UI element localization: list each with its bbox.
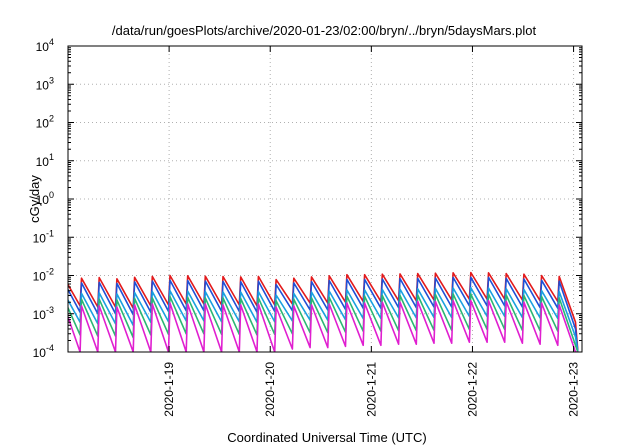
x-tick-labels: 2020-1-19 2020-1-20 2020-1-21 2020-1-22 2020… <box>162 362 580 417</box>
y-tick-label: 101 <box>36 152 54 169</box>
y-tick-label: 10-1 <box>33 228 54 245</box>
x-axis-title: Coordinated Universal Time (UTC) <box>227 430 426 445</box>
y-tick-label: 100 <box>36 190 54 207</box>
ticks <box>68 45 582 353</box>
series-layer <box>68 271 579 352</box>
y-tick-label: 10-4 <box>33 343 54 360</box>
x-tick-label: 2020-1-21 <box>364 362 378 417</box>
x-tick-label: 2020-1-19 <box>162 362 176 417</box>
y-tick-label: 102 <box>36 114 54 131</box>
x-tick-label: 2020-1-23 <box>567 362 581 417</box>
y-axis-title: cGy/day <box>27 175 42 223</box>
y-tick-label: 10-3 <box>33 305 54 322</box>
chart-title: /data/run/goesPlots/archive/2020-01-23/0… <box>112 23 537 38</box>
y-tick-labels: 10-4 10-3 10-2 10-1 100 101 102 103 104 <box>33 37 54 360</box>
series-line-5 <box>68 299 578 352</box>
y-tick-label: 10-2 <box>33 267 54 284</box>
y-tick-label: 103 <box>36 75 54 92</box>
x-tick-label: 2020-1-22 <box>465 362 479 417</box>
y-tick-label: 104 <box>36 37 54 54</box>
grid <box>68 46 582 352</box>
x-tick-label: 2020-1-20 <box>263 362 277 417</box>
